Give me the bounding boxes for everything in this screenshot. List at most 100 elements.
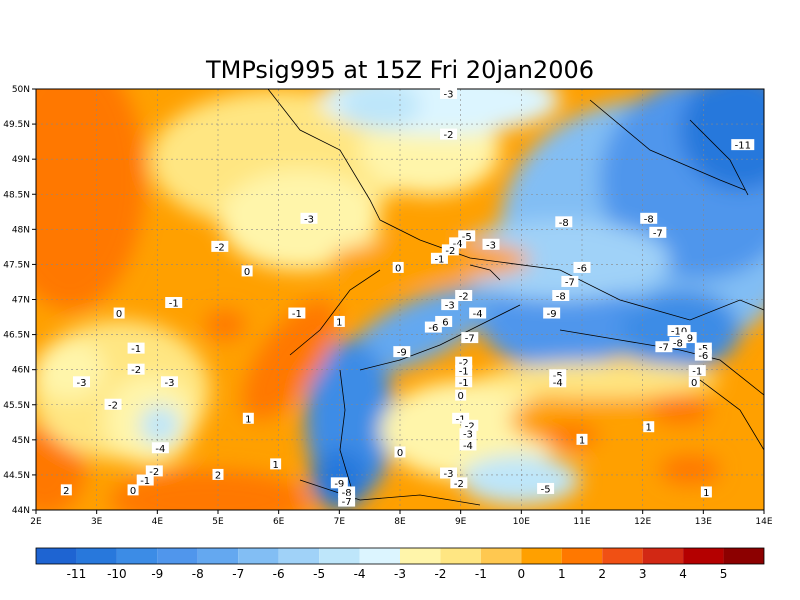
border-germany-czech <box>689 119 749 196</box>
contour-label-bg <box>640 212 658 224</box>
x-tick-label: 13E <box>695 517 712 527</box>
contour-label-bg <box>543 307 561 319</box>
contour-label-text: -11 <box>735 141 751 152</box>
contour-label-text: -2 <box>149 467 159 478</box>
contour-label: -8 <box>640 212 658 225</box>
contour-label: -9 <box>543 307 561 320</box>
contour-label-text: -3 <box>444 89 454 100</box>
y-tick-label: 48N <box>12 225 30 235</box>
contour-label-text: -7 <box>565 277 575 288</box>
pale-blue-south <box>460 455 580 505</box>
contour-label-text: -2 <box>215 242 225 253</box>
contour-label: 1 <box>242 412 254 425</box>
contour-label-bg <box>455 365 473 377</box>
border-france-italy <box>339 369 356 501</box>
y-tick-label: 44N <box>12 506 30 516</box>
contour-label: -2 <box>450 477 468 490</box>
contour-label-bg <box>127 363 145 375</box>
y-tick-label: 50N <box>12 85 30 95</box>
border-coast-south <box>299 479 481 506</box>
border-slovenia <box>679 349 764 396</box>
contour-label-bg <box>113 307 125 319</box>
contour-label-bg <box>440 87 458 99</box>
contour-label-text: -4 <box>463 441 473 452</box>
contour-label: -2 <box>455 289 473 302</box>
x-tick-label: 5E <box>212 517 224 527</box>
x-tick-label: 10E <box>513 517 530 527</box>
contour-label-text: 0 <box>244 267 250 278</box>
contour-label-bg <box>469 307 487 319</box>
contour-label-bg <box>461 332 479 344</box>
y-tick-label: 48.5N <box>3 190 30 200</box>
contour-label-bg <box>270 458 282 470</box>
contour-label-bg <box>60 484 72 496</box>
contour-label: -1 <box>455 365 473 378</box>
contour-label-bg <box>573 261 591 273</box>
contour-label: -2 <box>440 128 458 141</box>
contour-label: -2 <box>455 356 473 369</box>
contour-label-text: -2 <box>459 291 469 302</box>
contour-label-bg <box>160 376 178 388</box>
y-tick-label: 44.5N <box>3 471 30 481</box>
contour-label: 0 <box>688 376 700 389</box>
contour-label-bg <box>552 289 570 301</box>
contour-label-text: -4 <box>473 309 483 320</box>
contour-label-text: -1 <box>456 414 466 425</box>
contour-label-bg <box>731 139 755 151</box>
contour-label-text: -1 <box>169 299 179 310</box>
contour-label: 1 <box>270 458 282 471</box>
contour-label-bg <box>333 315 345 327</box>
contour-label-text: -7 <box>342 497 352 508</box>
contour-label: -9 <box>330 477 348 490</box>
contour-label-text: 2 <box>215 470 221 481</box>
contour-label-bg <box>241 265 253 277</box>
colorbar-swatch <box>561 548 603 564</box>
colorbar-label: -7 <box>232 567 244 581</box>
colorbar-label: -2 <box>434 567 446 581</box>
contour-label-bg <box>459 428 477 440</box>
contour-label-text: -2 <box>108 400 118 411</box>
contour-label-text: 1 <box>703 488 709 499</box>
contour-label-bg <box>459 439 477 451</box>
contour-label-text: -5 <box>698 344 708 355</box>
contour-label-bg <box>688 376 700 388</box>
contour-label-text: -3 <box>304 214 314 225</box>
contour-label-text: 0 <box>457 391 463 402</box>
contour-label-bg <box>338 486 356 498</box>
contour-label: -3 <box>73 376 90 389</box>
contour-label-text: -3 <box>444 469 454 480</box>
pale-top-blue <box>340 89 420 130</box>
contour-label-bg <box>424 321 442 333</box>
colorbar-label: 5 <box>720 567 728 581</box>
contour-label: -1 <box>688 365 706 378</box>
warm-se <box>650 395 710 425</box>
contour-label-bg <box>104 398 122 410</box>
contour-label-text: 1 <box>579 435 585 446</box>
contour-label-text: 1 <box>245 414 251 425</box>
contour-label-text: -4 <box>155 444 165 455</box>
contour-label-bg <box>549 376 567 388</box>
x-tick-label: 7E <box>334 517 346 527</box>
y-tick-label: 49N <box>12 155 30 165</box>
contour-label-text: 0 <box>130 486 136 497</box>
contour-label-bg <box>300 212 318 224</box>
contour-label: -5 <box>537 482 555 495</box>
contour-label: -4 <box>469 307 487 320</box>
contour-label-text: -8 <box>644 214 654 225</box>
x-tick-label: 2E <box>30 517 42 527</box>
border-austria <box>499 261 764 321</box>
y-tick-label: 49.5N <box>3 120 30 130</box>
colorbar-swatch <box>642 548 684 564</box>
contour-label: 1 <box>333 315 345 328</box>
contour-label: -11 <box>731 139 755 152</box>
contour-label: -2 <box>104 398 122 411</box>
contour-label-text: 1 <box>336 317 342 328</box>
contour-label: -3 <box>441 299 459 312</box>
contour-label-bg <box>338 495 356 507</box>
contour-label: -1 <box>288 307 306 320</box>
contour-label-text: 0 <box>691 378 697 389</box>
colorbar-swatch <box>116 548 158 564</box>
contour-label: -7 <box>561 275 579 288</box>
contour-label-text: -1 <box>140 476 150 487</box>
contour-label-text: -9 <box>683 334 693 345</box>
